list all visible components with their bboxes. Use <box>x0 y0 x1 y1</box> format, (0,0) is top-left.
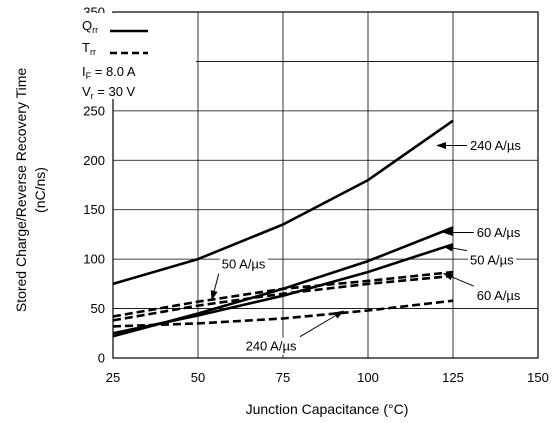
series-layer <box>112 119 454 338</box>
annotation-label: 60 A/µs <box>477 288 521 303</box>
annotation-label-bg <box>468 136 524 154</box>
annotation-label: 50 A/µs <box>470 253 514 268</box>
annotation-label: 60 A/µs <box>477 225 521 240</box>
x-tick-label: 150 <box>527 370 549 385</box>
annotation-label-bg <box>468 251 517 269</box>
annotation-leader <box>451 276 474 287</box>
annotation-leader <box>299 315 336 338</box>
annotation-label-bg <box>474 287 523 305</box>
y-axis-label: Stored Charge/Reverse Recovery Time <box>13 68 29 313</box>
series-line-trr-240 <box>112 299 454 328</box>
series-line-trr-50 <box>112 274 454 322</box>
x-tick-label: 50 <box>191 370 205 385</box>
legend-condition-if: IF = 8.0 A <box>82 64 136 81</box>
y-tick-label: 150 <box>83 202 105 217</box>
annotation-label: 50 A/µs <box>222 257 266 272</box>
annotation-arrowhead <box>210 290 218 301</box>
annotation-label-bg <box>243 337 299 355</box>
annotations: 240 A/µs 60 A/µs 50 A/µs 60 A/µs 50 A/µs 240 … <box>210 136 524 355</box>
y-tick-label: 0 <box>98 351 105 366</box>
annotation-label: 240 A/µs <box>470 138 521 153</box>
legend-box <box>79 13 196 99</box>
annotation-arrowhead <box>442 228 453 236</box>
y-axis-label-unit: (nC/ns) <box>32 167 48 213</box>
annotation-arrowhead <box>333 310 345 319</box>
y-tick-label: 50 <box>91 301 105 316</box>
annotation-arrowhead <box>442 244 454 252</box>
y-tick-label: 200 <box>83 153 105 168</box>
annotation-label-bg <box>474 223 523 241</box>
annotation-label-bg <box>219 255 268 273</box>
plot-frame <box>112 11 539 359</box>
tick-labels: 255075100125150050100150200250300350 <box>83 5 549 386</box>
series-line-qrr-240 <box>112 119 454 286</box>
x-tick-label: 75 <box>276 370 290 385</box>
y-tick-label: 100 <box>83 252 105 267</box>
legend-condition-vr: Vr = 30 V <box>82 84 136 101</box>
annotation-leader <box>452 247 468 252</box>
annotation-label: 240 A/µs <box>246 339 297 354</box>
annotation-arrowhead <box>436 141 446 149</box>
y-tick-label: 250 <box>83 103 105 118</box>
annotation-arrowhead <box>442 272 454 281</box>
x-axis-label: Junction Capacitance (°C) <box>246 401 409 417</box>
legend-label-qrr: Qrr <box>82 18 98 35</box>
series-line-qrr-50 <box>112 243 454 335</box>
annotation-leader <box>213 273 220 292</box>
x-tick-label: 25 <box>106 370 120 385</box>
x-tick-label: 100 <box>357 370 379 385</box>
x-tick-label: 125 <box>442 370 464 385</box>
legend: Qrr Trr IF = 8.0 A Vr = 30 V <box>79 13 196 101</box>
legend-label-trr: Trr <box>82 40 96 57</box>
series-line-trr-60 <box>112 270 454 318</box>
